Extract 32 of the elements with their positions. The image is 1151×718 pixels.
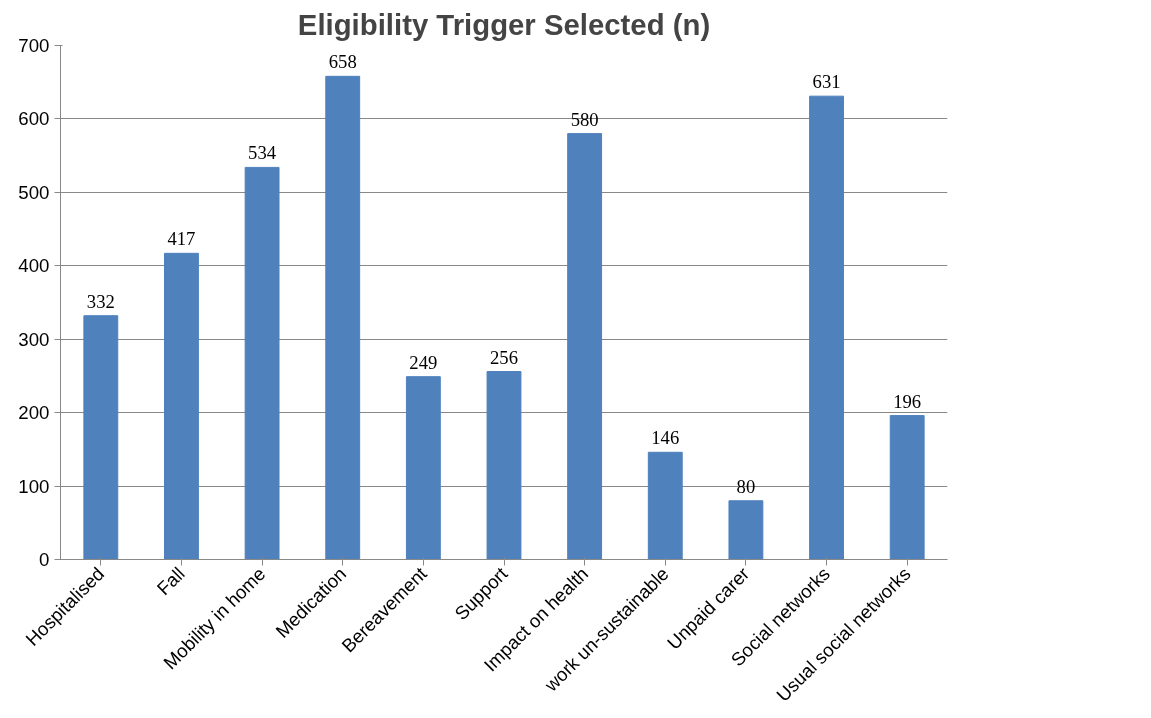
data-label: 417 (167, 228, 196, 250)
data-label: 658 (328, 51, 357, 73)
y-tick-label: 300 (18, 328, 50, 350)
y-tick-label: 400 (18, 255, 50, 277)
y-tick-label: 500 (18, 181, 50, 203)
data-label: 256 (490, 346, 518, 368)
bar (405, 376, 441, 560)
bar (244, 166, 280, 560)
bar (647, 451, 683, 560)
data-label: 249 (409, 351, 438, 373)
bar (83, 315, 119, 560)
y-tick-label: 600 (18, 108, 50, 130)
bar (164, 252, 199, 560)
data-label: 332 (86, 290, 115, 312)
chart-title: Eligibility Trigger Selected (n) (297, 7, 711, 41)
bar (809, 95, 844, 560)
bar (325, 75, 361, 560)
data-label: 80 (736, 475, 756, 497)
bar (728, 500, 764, 560)
y-tick-label: 200 (18, 402, 50, 424)
x-tick-label: Fall (152, 563, 189, 600)
data-label: 146 (651, 427, 680, 449)
y-tick-label: 700 (18, 35, 50, 56)
bar (567, 133, 603, 560)
bar (486, 371, 522, 560)
bar (889, 415, 925, 560)
data-label: 631 (812, 71, 841, 93)
y-tick-label: 0 (39, 549, 50, 570)
data-label: 534 (248, 142, 277, 164)
y-tick-label: 100 (18, 475, 50, 497)
data-label: 196 (893, 390, 922, 412)
data-label: 580 (570, 108, 599, 130)
